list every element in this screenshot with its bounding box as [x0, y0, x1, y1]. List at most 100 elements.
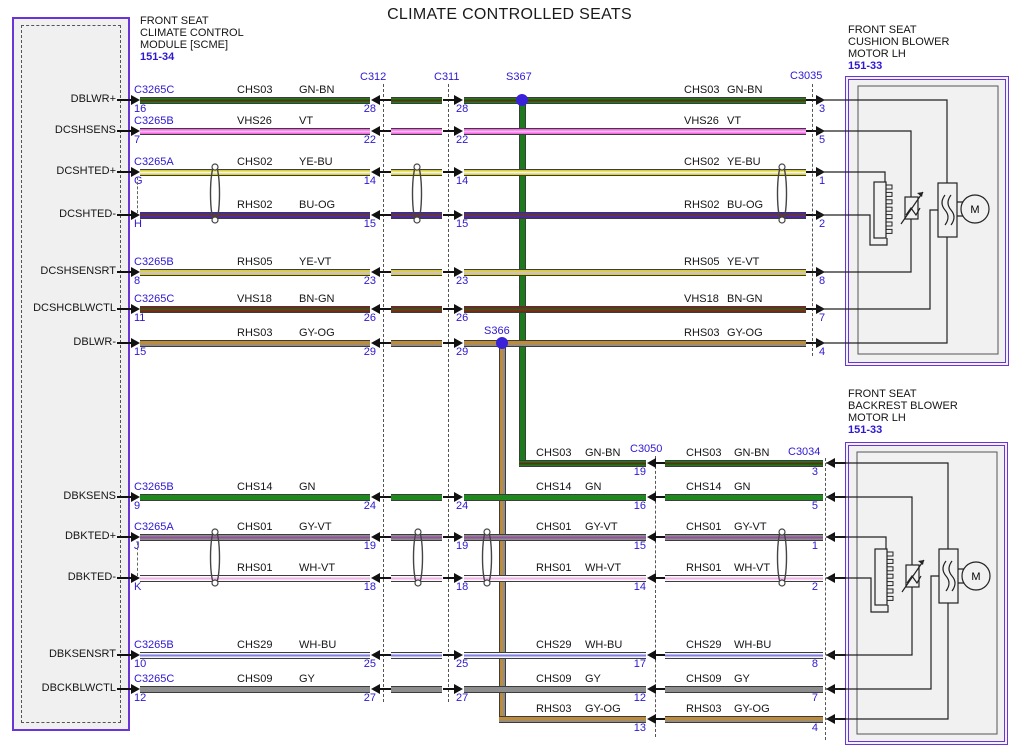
circuit-label: RHS03 — [684, 327, 720, 339]
connector-label-C3034[interactable]: C3034 — [788, 446, 821, 458]
connector-pass-line — [443, 654, 454, 656]
direction-arrow-icon — [131, 167, 140, 177]
wire-CHS09 — [140, 686, 370, 693]
color-label: GY-VT — [299, 521, 332, 533]
connector-label-module[interactable]: C3265A — [134, 521, 174, 533]
connector-label-module[interactable]: C3265B — [134, 481, 174, 493]
circuit-label: CHS29 — [536, 639, 572, 651]
connector-label-module[interactable]: C3265B — [134, 639, 174, 651]
pin-label: 8 — [134, 275, 141, 287]
circuit-label: RHS01 — [536, 562, 572, 574]
connector-label-C312[interactable]: C312 — [360, 71, 387, 83]
wire-RHS03-splice-trunk — [499, 343, 506, 723]
connector-label-module[interactable]: C3265C — [134, 84, 175, 96]
color-label: GN — [734, 481, 751, 493]
climate-control-module-box — [12, 17, 130, 731]
connector-pass-line — [443, 308, 454, 310]
circuit-label: CHS01 — [686, 521, 722, 533]
pin-label: 1 — [811, 540, 818, 552]
splice-label-S367[interactable]: S367 — [506, 71, 532, 83]
pin-label: 11 — [134, 312, 146, 324]
circuit-label: RHS05 — [237, 256, 273, 268]
wire-RHS01 — [391, 575, 442, 582]
wire-CHS01 — [140, 534, 370, 541]
twisted-pair-bracket — [137, 542, 138, 576]
pin-label: 16 — [633, 500, 646, 512]
circuit-label: CHS14 — [686, 481, 722, 493]
signal-label: DBLWR+ — [70, 93, 116, 105]
pin-label: 19 — [456, 540, 469, 552]
wire-VHS18 — [464, 306, 806, 313]
direction-arrow-icon — [454, 573, 463, 583]
connector-pass-line — [380, 654, 391, 656]
pin-label: 2 — [819, 218, 826, 230]
wire-VHS26 — [464, 128, 806, 135]
connector-pass-line — [835, 496, 846, 498]
wire-CHS02 — [464, 169, 806, 176]
cushion-blower-motor-box — [845, 76, 1009, 366]
pin-label: 22 — [456, 134, 469, 146]
direction-arrow-icon — [131, 126, 140, 136]
connector-label-C3050[interactable]: C3050 — [630, 443, 663, 455]
wire-VHS18 — [391, 306, 442, 313]
module-page-ref[interactable]: 151-34 — [140, 51, 175, 63]
backrest-motor-page-ref[interactable]: 151-33 — [848, 424, 883, 436]
connector-label-C3035[interactable]: C3035 — [790, 70, 823, 82]
connector-pass-line — [656, 462, 665, 464]
connector-C3034-line — [825, 458, 826, 740]
wire-CHS29 — [464, 652, 646, 659]
pin-label: 5 — [811, 500, 818, 512]
connector-pass-line — [443, 496, 454, 498]
cushion-motor-page-ref[interactable]: 151-33 — [848, 60, 883, 72]
connector-pass-line — [806, 308, 816, 310]
connector-pass-line — [117, 342, 131, 344]
connector-C3035-line — [812, 84, 813, 356]
wire-RHS03 — [665, 716, 823, 723]
connector-label-module[interactable]: C3265B — [134, 256, 174, 268]
wire-CHS02 — [140, 169, 370, 176]
wire-RHS01 — [464, 575, 646, 582]
connector-pass-line — [117, 654, 131, 656]
wire-CHS09 — [391, 686, 442, 693]
connector-pass-line — [380, 342, 391, 344]
wire-RHS01 — [140, 575, 370, 582]
wire-RHS01 — [665, 575, 823, 582]
signal-label: DCSHSENS — [54, 124, 116, 136]
circuit-label: VHS18 — [684, 293, 719, 305]
connector-pass-line — [117, 536, 131, 538]
circuit-label: CHS09 — [686, 673, 722, 685]
connector-label-module[interactable]: C3265C — [134, 673, 175, 685]
connector-pass-line — [806, 271, 816, 273]
direction-arrow-icon — [454, 126, 463, 136]
connector-pass-line — [443, 577, 454, 579]
color-label: GY-OG — [734, 703, 770, 715]
direction-arrow-icon — [826, 684, 835, 694]
splice-label-S366[interactable]: S366 — [484, 325, 510, 337]
connector-label-module[interactable]: C3265A — [134, 156, 174, 168]
direction-arrow-icon — [371, 684, 380, 694]
connector-pass-line — [117, 308, 131, 310]
color-label: BN-GN — [299, 293, 335, 305]
pin-label: 10 — [134, 658, 147, 670]
wire-RHS02 — [140, 212, 370, 219]
connector-pass-line — [380, 130, 391, 132]
color-label: WH-BU — [299, 639, 337, 651]
connector-pass-line — [380, 99, 391, 101]
connector-label-C311[interactable]: C311 — [434, 71, 460, 83]
color-label: GN — [299, 481, 316, 493]
color-label: GY-VT — [734, 521, 767, 533]
pin-label: 3 — [819, 103, 826, 115]
pin-label: 7 — [134, 134, 141, 146]
color-label: BN-GN — [727, 293, 763, 305]
pin-label: 26 — [456, 312, 469, 324]
connector-label-module[interactable]: C3265C — [134, 293, 175, 305]
connector-pass-line — [656, 654, 665, 656]
signal-label: DBKTED+ — [64, 530, 116, 542]
pin-label: 14 — [456, 175, 469, 187]
pin-label: 23 — [363, 275, 376, 287]
direction-arrow-icon — [826, 650, 835, 660]
connector-pass-line — [806, 214, 816, 216]
connector-label-module[interactable]: C3265B — [134, 115, 174, 127]
direction-arrow-icon — [647, 458, 656, 468]
circuit-label: CHS09 — [536, 673, 572, 685]
